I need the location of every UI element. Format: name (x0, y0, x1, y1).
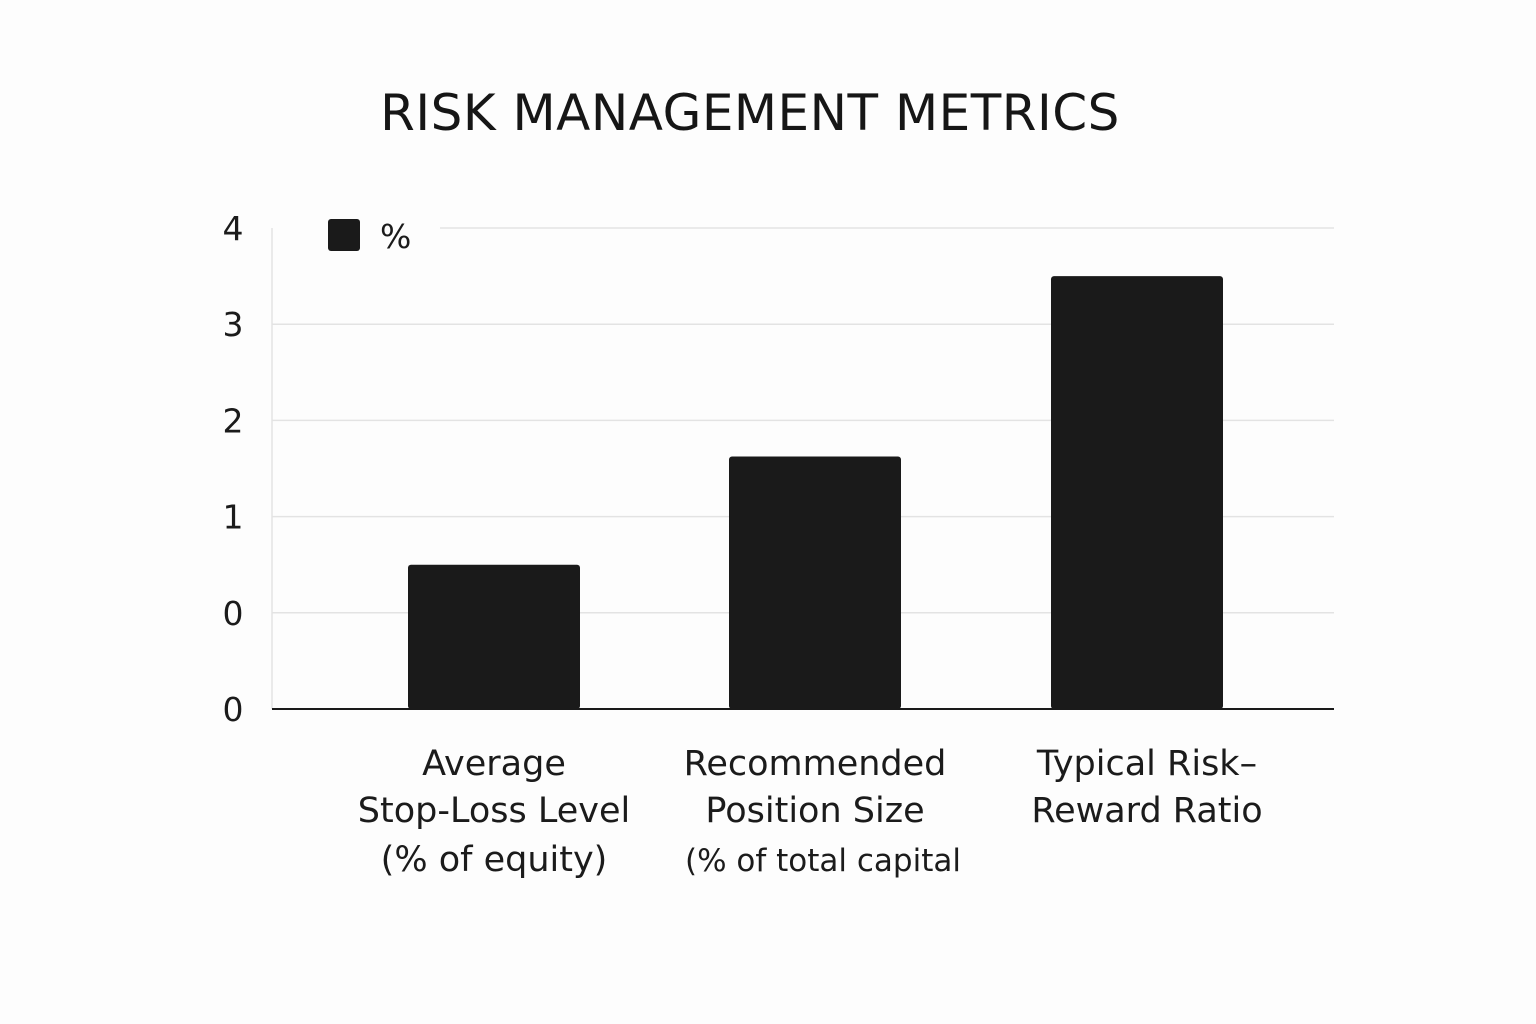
y-tick-label: 2 (223, 401, 244, 440)
bar (408, 564, 580, 709)
legend-label: % (380, 217, 411, 256)
y-tick-labels: 0 0 1 2 3 4 (223, 209, 244, 729)
legend-swatch (328, 219, 360, 251)
category-label: Reward Ratio (1031, 791, 1262, 831)
bar (1051, 276, 1223, 709)
category-label: Typical Risk– (1036, 744, 1257, 784)
category-label: Position Size (705, 791, 924, 831)
legend: % (328, 217, 411, 256)
bars (408, 276, 1223, 709)
category-label: Average (422, 744, 566, 784)
category-label: (% of total capital (685, 843, 961, 879)
y-tick-label: 0 (223, 690, 244, 729)
chart-title: RISK MANAGEMENT METRICS (380, 84, 1120, 142)
category-label: Recommended (684, 744, 947, 784)
category-label: (% of equity) (381, 840, 608, 880)
y-tick-label: 0 (223, 594, 244, 633)
y-tick-label: 1 (223, 498, 244, 537)
y-tick-label: 3 (223, 305, 244, 344)
category-label: Stop-Loss Level (358, 791, 630, 831)
category-labels: Average Stop-Loss Level (% of equity) Recom… (358, 744, 1263, 880)
y-tick-label: 4 (223, 209, 244, 248)
bar (729, 456, 901, 709)
